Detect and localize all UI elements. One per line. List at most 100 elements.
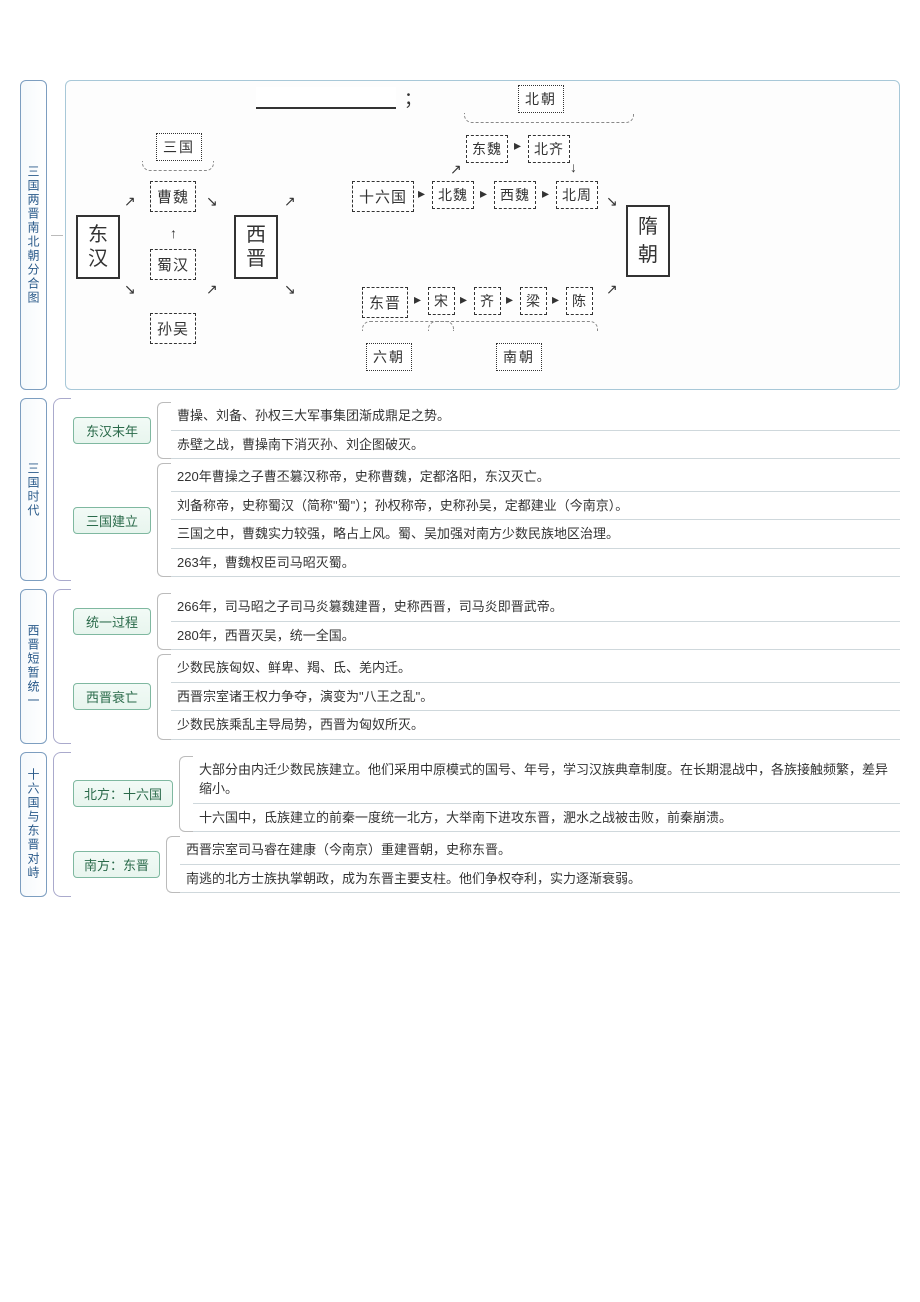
node-dongwei: 东魏 — [466, 135, 508, 163]
sub-bracket — [157, 654, 171, 740]
branch-s2-b1: 统一过程 266年，司马昭之子司马炎篡魏建晋，史称西晋，司马炎即晋武帝。 280… — [73, 593, 900, 650]
node-xiwei: 西魏 — [494, 181, 536, 209]
sub-bracket — [157, 402, 171, 459]
branch-s1-b2: 三国建立 220年曹操之子曹丕篡汉称帝，史称曹魏，定都洛阳，东汉灭亡。 刘备称帝… — [73, 463, 900, 577]
leaf: 十六国中，氐族建立的前秦一度统一北方，大举南下进攻东晋，淝水之战被击败，前秦崩溃… — [193, 804, 900, 833]
node-donghan: 东汉 — [76, 215, 120, 279]
sub-bracket — [179, 756, 193, 833]
leaf: 少数民族匈奴、鲜卑、羯、氐、羌内迁。 — [171, 654, 900, 683]
arrow-up: ↗ — [450, 161, 462, 178]
node-beizhou: 北周 — [556, 181, 598, 209]
sui-text: 隋朝 — [638, 216, 660, 266]
leaves: 266年，司马昭之子司马炎篡魏建晋，史称西晋，司马炎即晋武帝。 280年，西晋灭… — [171, 593, 900, 650]
blank-sep: ； — [404, 85, 422, 111]
node-beiwei: 北魏 — [432, 181, 474, 209]
leaf: 280年，西晋灭吴，统一全国。 — [171, 622, 900, 651]
leaf: 曹操、刘备、孙权三大军事集团渐成鼎足之势。 — [171, 402, 900, 431]
leaf: 少数民族乘乱主导局势，西晋为匈奴所灭。 — [171, 711, 900, 740]
node-liang: 梁 — [520, 287, 547, 315]
flowchart-panel: ； 北朝 三国 东魏 ▸ 北齐 曹魏 十六国 ▸ 北魏 ▸ 西魏 ▸ 北周 ↗ … — [65, 80, 900, 390]
leaves: 曹操、刘备、孙权三大军事集团渐成鼎足之势。 赤壁之战，曹操南下消灭孙、刘企图破灭… — [171, 402, 900, 459]
node-sui: 隋朝 — [626, 205, 670, 277]
leaf: 西晋宗室司马睿在建康（今南京）重建晋朝，史称东晋。 — [180, 836, 900, 865]
label-s3-b1: 北方：十六国 — [73, 780, 173, 807]
xijin-text: 西晋 — [246, 224, 268, 270]
brace-beichao — [464, 113, 634, 123]
arrow: ↗ — [124, 193, 136, 210]
node-chen: 陈 — [566, 287, 593, 315]
node-nanchao: 南朝 — [496, 343, 542, 371]
section-flowchart: 三国两晋南北朝分合图 ； 北朝 三国 东魏 ▸ 北齐 曹魏 十六国 ▸ 北魏 ▸… — [20, 80, 900, 390]
arrow: ▸ — [506, 291, 513, 308]
bracket — [53, 752, 71, 898]
leaves: 大部分由内迁少数民族建立。他们采用中原模式的国号、年号，学习汉族典章制度。在长期… — [193, 756, 900, 833]
arrow: ↗ — [606, 281, 618, 298]
leaves: 西晋宗室司马睿在建康（今南京）重建晋朝，史称东晋。 南逃的北方士族执掌朝政，成为… — [180, 836, 900, 893]
arrow: ↘ — [606, 193, 618, 210]
arrow: ↗ — [284, 193, 296, 210]
leaf: 西晋宗室诸王权力争夺，演变为"八王之乱"。 — [171, 683, 900, 712]
node-qi: 齐 — [474, 287, 501, 315]
sub-bracket — [157, 593, 171, 650]
section-s1: 三国时代 东汉末年 曹操、刘备、孙权三大军事集团渐成鼎足之势。 赤壁之战，曹操南… — [20, 398, 900, 581]
label-s3-b2: 南方：东晋 — [73, 851, 160, 878]
branch-s3-b2: 南方：东晋 西晋宗室司马睿在建康（今南京）重建晋朝，史称东晋。 南逃的北方士族执… — [73, 836, 900, 893]
s2-content: 统一过程 266年，司马昭之子司马炎篡魏建晋，史称西晋，司马炎即晋武帝。 280… — [71, 589, 900, 744]
node-shuhan: 蜀汉 — [150, 249, 196, 280]
leaf: 赤壁之战，曹操南下消灭孙、刘企图破灭。 — [171, 431, 900, 460]
section-s2: 西晋短暂统一 统一过程 266年，司马昭之子司马炎篡魏建晋，史称西晋，司马炎即晋… — [20, 589, 900, 744]
node-beiqi: 北齐 — [528, 135, 570, 163]
arrow: ▸ — [514, 137, 521, 154]
bracket — [53, 589, 71, 744]
node-sanguo: 三国 — [156, 133, 202, 161]
sub-bracket — [157, 463, 171, 577]
leaf: 三国之中，曹魏实力较强，略占上风。蜀、吴加强对南方少数民族地区治理。 — [171, 520, 900, 549]
sub-bracket — [166, 836, 180, 893]
section-title-s2: 西晋短暂统一 — [20, 589, 47, 744]
brace-sanguo — [142, 161, 214, 171]
node-caowei: 曹魏 — [150, 181, 196, 212]
label-s2-b2: 西晋衰亡 — [73, 683, 151, 710]
arrow: ▸ — [414, 291, 421, 308]
node-liuchao: 六朝 — [366, 343, 412, 371]
leaf: 266年，司马昭之子司马炎篡魏建晋，史称西晋，司马炎即晋武帝。 — [171, 593, 900, 622]
arrow: ▸ — [418, 185, 425, 202]
node-song: 宋 — [428, 287, 455, 315]
arrow: ▸ — [552, 291, 559, 308]
arrow: ▸ — [460, 291, 467, 308]
section-title-s1: 三国时代 — [20, 398, 47, 581]
connector — [51, 235, 63, 236]
leaf: 大部分由内迁少数民族建立。他们采用中原模式的国号、年号，学习汉族典章制度。在长期… — [193, 756, 900, 804]
label-s1-b1: 东汉末年 — [73, 417, 151, 444]
arrow: ↘ — [206, 193, 218, 210]
node-sunwu: 孙吴 — [150, 313, 196, 344]
leaf: 220年曹操之子曹丕篡汉称帝，史称曹魏，定都洛阳，东汉灭亡。 — [171, 463, 900, 492]
node-beichao: 北朝 — [518, 85, 564, 113]
node-dongjin: 东晋 — [362, 287, 408, 318]
arrow-up: ↑ — [170, 225, 177, 241]
arrow: ▸ — [480, 185, 487, 202]
brace-nanchao — [428, 321, 598, 331]
label-s1-b2: 三国建立 — [73, 507, 151, 534]
leaves: 220年曹操之子曹丕篡汉称帝，史称曹魏，定都洛阳，东汉灭亡。 刘备称帝，史称蜀汉… — [171, 463, 900, 577]
arrow: ↘ — [124, 281, 136, 298]
arrow: ▸ — [542, 185, 549, 202]
node-shiliuguo: 十六国 — [352, 181, 414, 212]
leaf: 南逃的北方士族执掌朝政，成为东晋主要支柱。他们争权夺利，实力逐渐衰弱。 — [180, 865, 900, 894]
leaf: 263年，曹魏权臣司马昭灭蜀。 — [171, 549, 900, 578]
section-title-flow: 三国两晋南北朝分合图 — [20, 80, 47, 390]
arrow-down: ↓ — [570, 159, 577, 175]
node-xijin: 西晋 — [234, 215, 278, 279]
donghan-text: 东汉 — [88, 224, 110, 270]
arrow: ↗ — [206, 281, 218, 298]
section-title-s3: 十六国与东晋对峙 — [20, 752, 47, 898]
arrow: ↘ — [284, 281, 296, 298]
branch-s2-b2: 西晋衰亡 少数民族匈奴、鲜卑、羯、氐、羌内迁。 西晋宗室诸王权力争夺，演变为"八… — [73, 654, 900, 740]
branch-s1-b1: 东汉末年 曹操、刘备、孙权三大军事集团渐成鼎足之势。 赤壁之战，曹操南下消灭孙、… — [73, 402, 900, 459]
flow-content: ； 北朝 三国 东魏 ▸ 北齐 曹魏 十六国 ▸ 北魏 ▸ 西魏 ▸ 北周 ↗ … — [63, 80, 900, 390]
bracket — [53, 398, 71, 581]
section-s3: 十六国与东晋对峙 北方：十六国 大部分由内迁少数民族建立。他们采用中原模式的国号… — [20, 752, 900, 898]
leaf: 刘备称帝，史称蜀汉（简称"蜀"）；孙权称帝，史称孙吴，定都建业（今南京）。 — [171, 492, 900, 521]
blank-line — [256, 87, 396, 109]
s1-content: 东汉末年 曹操、刘备、孙权三大军事集团渐成鼎足之势。 赤壁之战，曹操南下消灭孙、… — [71, 398, 900, 581]
